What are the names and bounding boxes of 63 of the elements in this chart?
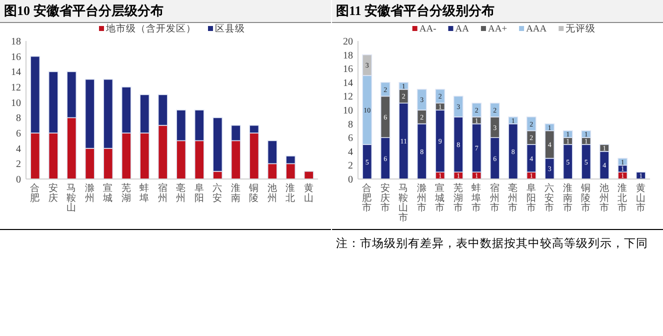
y-tick-label: 12 — [343, 92, 353, 103]
legend-label: 地市级（含开发区） — [105, 22, 196, 34]
x-tick-label: 黄山 — [304, 182, 314, 204]
legend-label: AA+ — [488, 24, 508, 34]
y-tick-label: 14 — [11, 67, 21, 78]
x-tick-label: 池州市 — [599, 182, 610, 214]
y-tick-label: 12 — [11, 82, 21, 94]
x-tick-label: 合肥 — [30, 182, 40, 204]
y-tick-label: 6 — [348, 133, 353, 144]
x-tick-label: 合肥市 — [362, 182, 372, 214]
x-tick-label: 安庆 — [48, 182, 58, 204]
x-tick-label: 宿州市 — [490, 182, 500, 214]
x-tick-label: 马鞍山 — [66, 183, 77, 214]
y-tick-label: 4 — [348, 146, 353, 158]
x-tick-label: 铜陵 — [248, 183, 260, 204]
x-tick-label: 滁州 — [84, 182, 95, 204]
x-tick-label: 芜湖 — [121, 182, 132, 204]
y-tick-label: 0 — [348, 174, 353, 186]
y-tick-label: 4 — [16, 144, 21, 155]
y-tick-label: 10 — [343, 106, 353, 116]
x-tick-label: 滁州市 — [416, 182, 427, 214]
y-tick-label: 2 — [16, 159, 21, 170]
x-tick-label: 六安 — [212, 182, 223, 204]
y-tick-label: 20 — [343, 36, 353, 48]
x-tick-label: 蚌埠市 — [470, 182, 482, 214]
y-tick-label: 10 — [11, 98, 21, 109]
legend-label: AA — [455, 24, 470, 34]
legend-label: AAA — [526, 24, 547, 34]
y-tick-label: 16 — [343, 64, 353, 76]
x-tick-label: 淮北市 — [618, 182, 628, 214]
legend-label: AA- — [419, 24, 436, 34]
y-tick-label: 6 — [16, 128, 21, 140]
x-tick-label: 宣城市 — [434, 182, 446, 214]
x-tick-label: 芜湖市 — [453, 182, 464, 214]
x-tick-label: 淮北 — [286, 182, 296, 204]
x-tick-label: 蚌埠 — [138, 182, 150, 204]
x-tick-label: 黄山市 — [636, 182, 646, 214]
chart-title: 图11 安徽省平台分级别分布 — [332, 0, 663, 23]
x-tick-label: 宿州 — [158, 182, 168, 204]
x-tick-label: 铜陵市 — [580, 183, 592, 214]
x-tick-label: 亳州市 — [508, 182, 518, 214]
y-tick-label: 2 — [348, 160, 353, 172]
x-tick-label: 亳州 — [176, 182, 186, 204]
y-tick-label: 14 — [343, 78, 353, 89]
legend-label: 无评级 — [566, 22, 596, 34]
x-tick-label: 淮南市 — [562, 182, 573, 214]
x-tick-label: 安庆市 — [380, 182, 390, 214]
x-tick-label: 阜阳 — [194, 182, 204, 204]
y-tick-label: 18 — [11, 36, 21, 48]
y-tick-label: 0 — [16, 174, 21, 186]
y-tick-label: 8 — [16, 113, 21, 124]
x-tick-label: 马鞍山市 — [398, 183, 409, 224]
legend-label: 区县级 — [215, 22, 245, 34]
x-tick-label: 阜阳市 — [526, 182, 536, 214]
y-tick-label: 18 — [343, 50, 353, 62]
x-tick-label: 池州 — [267, 182, 278, 204]
y-tick-label: 16 — [11, 52, 21, 63]
chart-title: 图10 安徽省平台分层级分布 — [0, 0, 331, 23]
x-tick-label: 六安市 — [544, 182, 555, 214]
text: 注：市场级别有差异，表中数据按其中较高等级列示，下同 — [336, 236, 649, 252]
x-tick-label: 淮南 — [230, 182, 241, 204]
x-tick-label: 宣城 — [102, 182, 114, 204]
y-tick-label: 8 — [348, 119, 353, 130]
